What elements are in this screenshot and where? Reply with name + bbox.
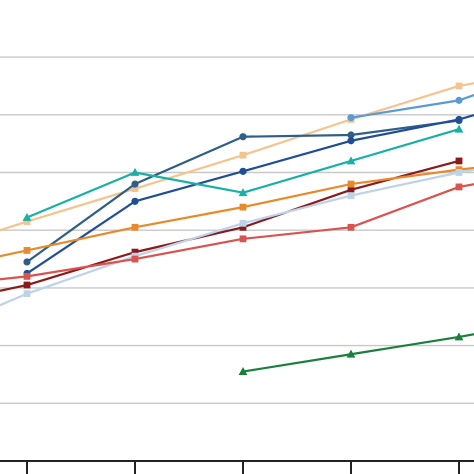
series-4-point-4 [347,137,355,145]
series-2 [347,93,474,122]
series-3 [23,116,463,266]
series-8-point-5 [347,192,355,199]
series-6-point-6 [455,157,463,165]
series-5-point-5 [454,124,464,133]
series-8-point-4 [239,219,247,227]
series-1-point-3 [131,185,139,193]
series-6-point-3 [131,248,139,256]
series-6-point-4 [239,223,247,231]
series-9-point-2 [23,272,31,280]
series-1-point-2 [23,218,31,225]
series-6-point-5 [347,186,355,194]
series-7-point-2 [23,246,31,254]
series-3-point-1 [23,258,31,266]
series-4-line [26,113,474,275]
series-5-point-1 [22,212,32,221]
series-3-point-2 [131,180,139,188]
series-10-point-1 [238,366,248,375]
series-1-point-6 [455,82,463,90]
series-8-point-6 [455,169,463,176]
x-axis-ticks [26,461,460,474]
series-5 [22,124,464,221]
series-9-point-6 [455,183,463,191]
series-4 [23,113,474,278]
series-2-point-1 [347,114,355,122]
series-4-point-3 [239,167,247,175]
series-9 [0,183,474,281]
series-10-line [242,333,474,373]
series-9-point-4 [239,235,247,243]
series-8 [0,168,474,307]
series-10-point-2 [346,349,356,358]
series-6-line [0,159,460,292]
series-3-point-3 [239,133,247,141]
series-4-point-2 [131,197,139,205]
series-2-point-2 [455,96,463,104]
series-3-point-4 [347,131,355,139]
series-7-point-5 [347,180,355,188]
series-layer [0,82,474,375]
series-8-point-2 [23,290,31,298]
series-7 [0,166,474,258]
series-9-point-5 [347,223,355,231]
series-10-point-3 [454,332,464,341]
series-7-point-4 [239,203,247,211]
series-1-point-4 [239,151,247,159]
series-8-line [0,168,474,307]
series-5-point-4 [346,156,356,165]
series-5-point-3 [238,188,248,197]
series-7-point-3 [131,223,139,231]
series-10 [238,332,474,375]
series-5-point-2 [130,167,140,176]
series-4-point-5 [455,115,463,124]
series-9-point-3 [131,255,139,263]
series-6-point-2 [23,281,31,289]
